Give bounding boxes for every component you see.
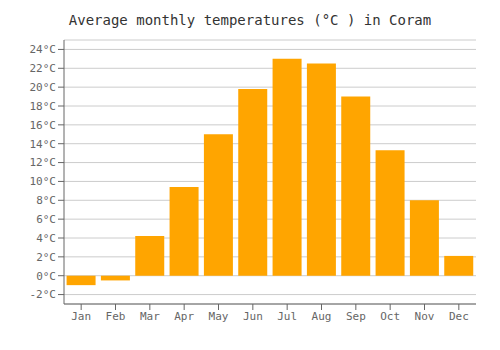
svg-text:10°C: 10°C <box>30 175 57 188</box>
svg-text:2°C: 2°C <box>36 251 56 264</box>
svg-text:14°C: 14°C <box>30 138 57 151</box>
svg-text:Dec: Dec <box>449 310 469 323</box>
svg-text:12°C: 12°C <box>30 156 57 169</box>
svg-text:6°C: 6°C <box>36 213 56 226</box>
svg-text:20°C: 20°C <box>30 81 57 94</box>
svg-text:24°C: 24°C <box>30 43 57 56</box>
svg-text:0°C: 0°C <box>36 270 56 283</box>
svg-text:Nov: Nov <box>415 310 435 323</box>
svg-text:18°C: 18°C <box>30 100 57 113</box>
svg-text:Sep: Sep <box>346 310 366 323</box>
svg-text:Jun: Jun <box>243 310 263 323</box>
svg-text:-2°C: -2°C <box>30 288 57 301</box>
svg-text:Oct: Oct <box>380 310 400 323</box>
svg-text:16°C: 16°C <box>30 119 57 132</box>
svg-text:22°C: 22°C <box>30 62 57 75</box>
svg-text:4°C: 4°C <box>36 232 56 245</box>
svg-text:Mar: Mar <box>140 310 160 323</box>
svg-text:Aug: Aug <box>312 310 332 323</box>
svg-text:Feb: Feb <box>106 310 126 323</box>
svg-text:Apr: Apr <box>174 310 194 323</box>
svg-text:8°C: 8°C <box>36 194 56 207</box>
svg-text:May: May <box>209 310 229 323</box>
svg-text:Jan: Jan <box>71 310 91 323</box>
svg-text:Jul: Jul <box>277 310 297 323</box>
html-text:Average monthly temperatures (: Average monthly temperatures (°C ) in Co… <box>68 12 432 28</box>
